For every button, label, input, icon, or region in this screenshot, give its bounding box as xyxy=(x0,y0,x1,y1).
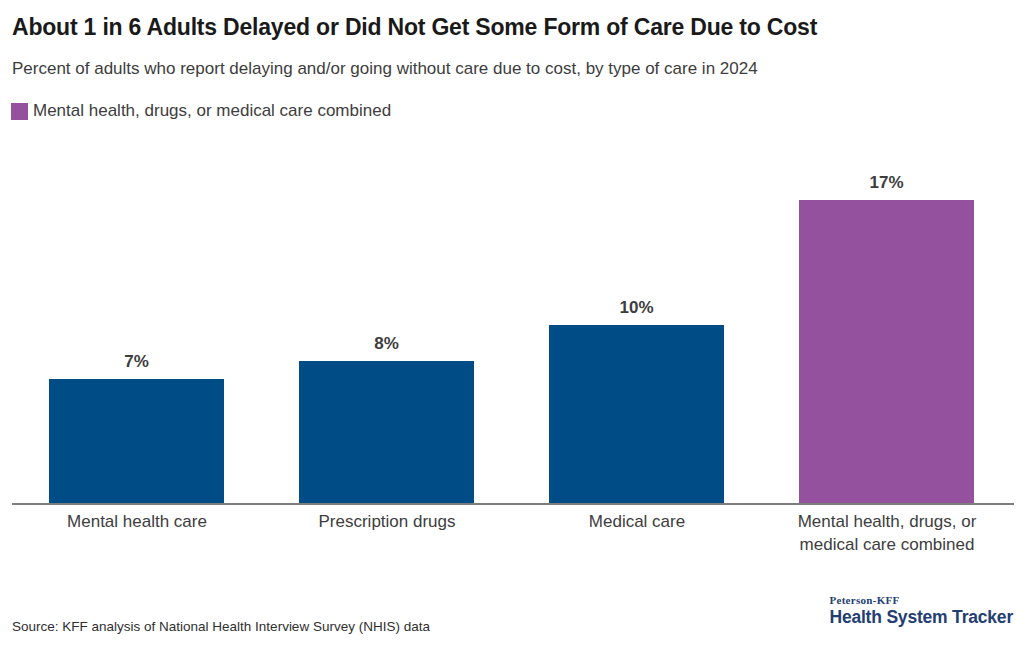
category-label: Prescription drugs xyxy=(262,511,512,557)
bar[interactable] xyxy=(549,325,724,504)
bar-value-label: 10% xyxy=(619,298,653,318)
bar-value-label: 8% xyxy=(374,334,399,354)
bar-group: 8% xyxy=(299,334,474,504)
category-label: Medical care xyxy=(512,511,762,557)
category-label: Mental health, drugs, or medical care co… xyxy=(762,511,1012,557)
bar[interactable] xyxy=(49,379,224,504)
logo-health-system-tracker: Health System Tracker xyxy=(829,607,1013,628)
bar-group: 7% xyxy=(49,352,224,504)
legend-swatch-icon xyxy=(11,103,28,120)
bar-group: 10% xyxy=(549,298,724,504)
logo-peterson-kff: Peterson-KFF xyxy=(829,594,1013,606)
category-labels: Mental health carePrescription drugsMedi… xyxy=(12,511,1012,557)
bar[interactable] xyxy=(799,200,974,504)
bar-value-label: 17% xyxy=(869,173,903,193)
chart-figure: About 1 in 6 Adults Delayed or Did Not G… xyxy=(0,0,1024,649)
category-label: Mental health care xyxy=(12,511,262,557)
health-system-tracker-logo: Peterson-KFF Health System Tracker xyxy=(829,594,1013,628)
bars: 7% 8% 10% 17% xyxy=(49,0,975,504)
bar-value-label: 7% xyxy=(124,352,149,372)
x-axis-line xyxy=(12,503,1014,505)
bar-group: 17% xyxy=(799,173,974,504)
source-note: Source: KFF analysis of National Health … xyxy=(12,619,430,634)
bar[interactable] xyxy=(299,361,474,504)
